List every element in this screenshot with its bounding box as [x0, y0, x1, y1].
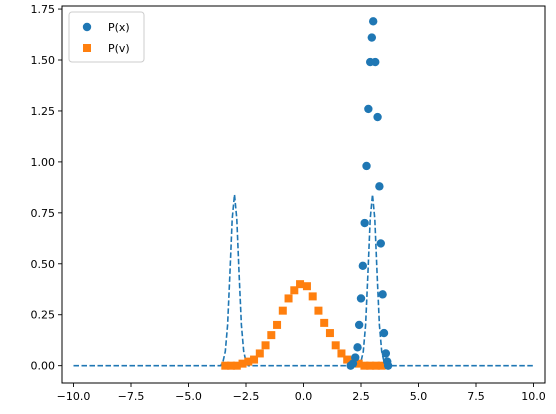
pv-marker [255, 349, 264, 358]
x-tick-label: −5.0 [175, 390, 202, 403]
y-tick-label: 1.25 [31, 105, 56, 118]
pv-marker [343, 355, 352, 364]
pv-marker [221, 361, 230, 370]
pv-marker [296, 280, 305, 289]
px-marker [378, 290, 387, 299]
pv-marker [273, 320, 282, 329]
px-marker [360, 218, 369, 228]
pv-marker [278, 306, 287, 315]
px-marker [362, 161, 371, 171]
pv-marker [331, 341, 340, 350]
pv-marker [227, 361, 236, 370]
y-tick-label: 1.00 [31, 156, 56, 169]
pv-marker [261, 341, 270, 350]
pv-marker [250, 355, 259, 364]
legend-pv-marker [83, 44, 91, 52]
pv-marker [325, 329, 334, 338]
px-marker [376, 239, 385, 248]
px-marker [353, 343, 362, 352]
x-tick-label: −2.5 [233, 390, 260, 403]
y-tick-label: 0.00 [31, 360, 56, 373]
pv-marker [238, 359, 247, 368]
x-tick-label: 0.0 [295, 390, 313, 403]
pv-marker [371, 361, 380, 370]
legend-pv-label: P(v) [108, 42, 130, 55]
pv-marker [366, 361, 375, 370]
px-marker [351, 353, 360, 362]
pv-marker [360, 361, 369, 370]
px-marker [368, 17, 378, 26]
y-tick-label: 0.25 [31, 309, 56, 322]
pv-marker [244, 357, 253, 366]
x-tick-label: 2.5 [352, 390, 370, 403]
pv-marker [377, 361, 386, 370]
series-layer [73, 17, 534, 370]
px-marker [379, 328, 389, 338]
pv-marker [302, 282, 311, 291]
px-marker [373, 112, 382, 122]
pv-marker [337, 349, 346, 358]
pv-marker [284, 294, 293, 303]
px-marker [383, 361, 393, 370]
legend-px-marker [82, 22, 92, 32]
pv-marker [314, 306, 323, 315]
y-axis: 0.00 0.25 0.50 0.75 1.00 1.25 1.50 1.75 [31, 3, 62, 373]
px-marker [364, 104, 373, 114]
px-marker [358, 261, 368, 271]
y-tick-label: 0.75 [31, 207, 56, 220]
pv-marker [320, 318, 329, 327]
x-tick-label: −10.0 [57, 390, 91, 403]
x-tick-label: −7.5 [118, 390, 145, 403]
legend-box [68, 11, 145, 63]
px-marker [375, 182, 384, 191]
legend: P(x) P(v) [68, 11, 145, 63]
px-marker [354, 320, 364, 330]
pv-marker [308, 292, 317, 301]
px-marker [367, 33, 377, 42]
px-marker [371, 57, 380, 67]
x-tick-label: 7.5 [467, 390, 485, 403]
x-tick-label: 10.0 [521, 390, 546, 403]
dashed-density-line [73, 194, 534, 367]
y-tick-label: 1.50 [31, 54, 56, 67]
x-axis: −10.0 −7.5 −5.0 −2.5 0.0 2.5 5.0 7.5 10.0 [57, 383, 546, 403]
pv-marker [232, 361, 241, 370]
y-tick-label: 0.50 [31, 258, 56, 271]
pv-marker [290, 286, 299, 295]
pv-marker [267, 331, 276, 340]
x-tick-label: 5.0 [410, 390, 428, 403]
y-tick-label: 1.75 [31, 3, 56, 16]
px-marker [356, 294, 366, 303]
px-marker [381, 349, 391, 358]
pv-marker [354, 359, 363, 368]
legend-px-label: P(x) [108, 21, 130, 34]
